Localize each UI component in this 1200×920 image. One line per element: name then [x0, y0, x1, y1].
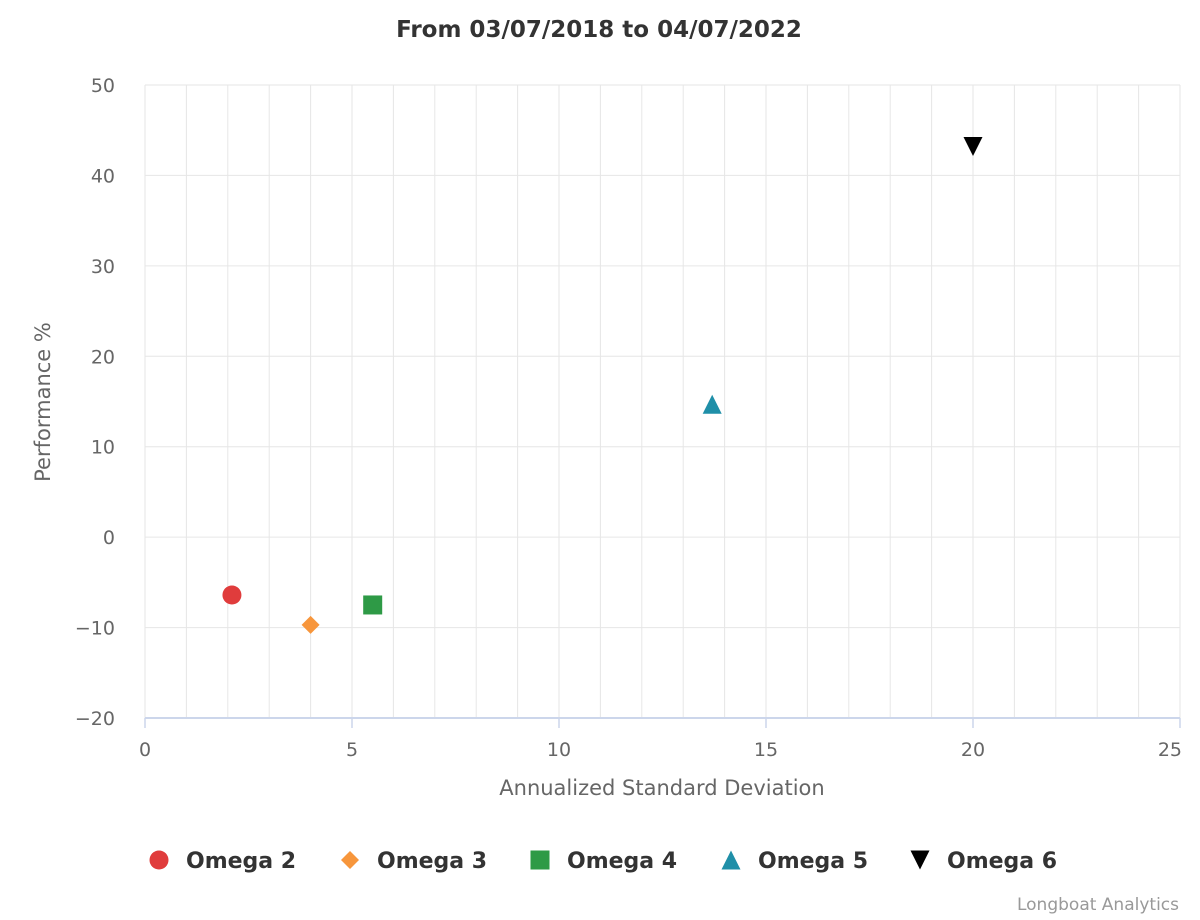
- legend-item-omega-4[interactable]: Omega 4: [530, 849, 678, 874]
- y-tick-label: −20: [75, 708, 115, 730]
- grid-lines: [144, 84, 1181, 719]
- legend-marker[interactable]: [341, 851, 359, 869]
- credits-text[interactable]: Longboat Analytics: [1017, 895, 1179, 915]
- axes: [144, 717, 1181, 728]
- legend-marker[interactable]: [530, 850, 550, 870]
- data-point-omega-4[interactable]: [363, 595, 383, 615]
- legend-item-omega-6[interactable]: Omega 6: [910, 849, 1058, 874]
- x-axis-label: Annualized Standard Deviation: [499, 776, 824, 800]
- legend: Omega 2 Omega 3 Omega 4 Omega 5 Omega 6: [149, 849, 1058, 874]
- data-points: [222, 136, 983, 634]
- tick-labels: 0 5 10 15 20 25 50 40 30 20 10 0 −10 −20: [75, 75, 1182, 761]
- chart-title: From 03/07/2018 to 04/07/2022: [396, 17, 802, 43]
- legend-item-omega-3[interactable]: Omega 3: [341, 849, 487, 874]
- x-tick-label: 25: [1158, 739, 1182, 761]
- data-point-omega-2[interactable]: [222, 585, 242, 605]
- data-point-omega-5[interactable]: [702, 394, 722, 414]
- legend-marker[interactable]: [910, 850, 930, 870]
- y-tick-label: 40: [91, 165, 115, 187]
- x-tick-label: 0: [139, 739, 151, 761]
- legend-item-omega-2[interactable]: Omega 2: [149, 849, 297, 874]
- x-tick-label: 10: [547, 739, 571, 761]
- legend-label: Omega 3: [377, 849, 487, 874]
- legend-label: Omega 6: [947, 849, 1057, 874]
- legend-label: Omega 2: [186, 849, 296, 874]
- data-point-omega-3[interactable]: [301, 615, 320, 634]
- legend-label: Omega 5: [758, 849, 868, 874]
- legend-item-omega-5[interactable]: Omega 5: [721, 849, 869, 874]
- y-tick-label: 0: [103, 527, 115, 549]
- y-tick-label: 20: [91, 346, 115, 368]
- y-tick-label: −10: [75, 618, 115, 640]
- y-tick-label: 50: [91, 75, 115, 97]
- x-tick-label: 15: [754, 739, 778, 761]
- y-axis-label: Performance %: [31, 322, 55, 482]
- x-tick-label: 5: [346, 739, 358, 761]
- data-point-omega-6[interactable]: [963, 136, 983, 156]
- legend-marker[interactable]: [721, 850, 741, 870]
- x-tick-label: 20: [961, 739, 985, 761]
- y-tick-label: 10: [91, 437, 115, 459]
- legend-label: Omega 4: [567, 849, 677, 874]
- legend-marker[interactable]: [149, 850, 169, 870]
- y-tick-label: 30: [91, 256, 115, 278]
